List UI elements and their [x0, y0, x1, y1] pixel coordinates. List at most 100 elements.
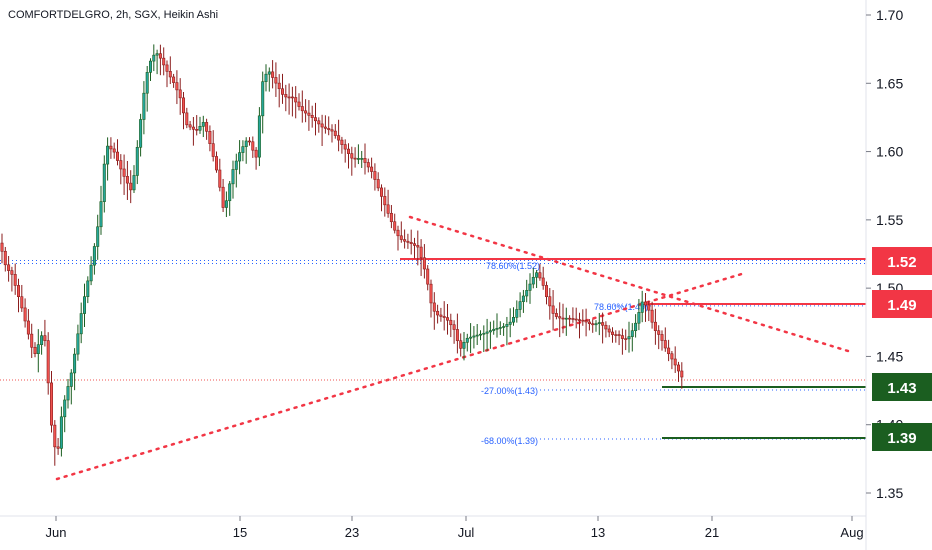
- candle-body: [647, 304, 651, 311]
- candle-body: [337, 135, 341, 141]
- candle-body: [399, 235, 403, 240]
- candle-body: [643, 301, 647, 306]
- candle-body: [389, 212, 393, 223]
- candle-body: [406, 240, 410, 243]
- fib-levels: 78.60%(1.52) 78.60%(1.49) -27.00%(1.43) -68…: [0, 260, 866, 446]
- candle-body: [300, 106, 304, 112]
- candle-body: [459, 340, 463, 349]
- candle-body: [109, 145, 113, 150]
- candle-body: [261, 81, 265, 117]
- candle-body: [112, 148, 116, 153]
- candle-body: [26, 320, 30, 335]
- candle-body: [624, 338, 628, 340]
- candle-body: [564, 317, 568, 320]
- candle-body: [205, 122, 209, 132]
- candles: [0, 44, 684, 466]
- candle-body: [607, 328, 611, 333]
- candle-body: [59, 416, 63, 449]
- candle-body: [462, 342, 466, 349]
- x-tick-label: Jul: [458, 525, 475, 540]
- candle-body: [20, 296, 24, 309]
- candle-body: [541, 277, 545, 286]
- ascending-trendline: [55, 271, 747, 481]
- y-tick-label: 1.60: [876, 144, 903, 160]
- candle-body: [149, 60, 153, 73]
- candle-body: [350, 153, 354, 159]
- candle-body: [482, 332, 486, 335]
- candle-body: [7, 264, 11, 271]
- candle-body: [79, 313, 83, 335]
- x-tick-label: 23: [345, 525, 359, 540]
- candle-body: [422, 257, 426, 270]
- candle-body: [653, 321, 657, 332]
- candle-body: [135, 147, 139, 176]
- candle-body: [323, 126, 327, 129]
- price-badge-label: 1.39: [887, 430, 916, 447]
- candle-body: [165, 64, 169, 72]
- candle-body: [412, 243, 416, 246]
- x-tick-label: Aug: [840, 525, 863, 540]
- candle-body: [16, 285, 20, 297]
- candle-body: [637, 312, 641, 324]
- candle-body: [657, 330, 661, 335]
- candle-body: [224, 200, 228, 208]
- y-tick-label: 1.70: [876, 7, 903, 23]
- candle-body: [478, 333, 482, 336]
- candle-body: [383, 196, 387, 206]
- candle-body: [558, 316, 562, 319]
- candle-body: [116, 151, 120, 161]
- candle-body: [373, 171, 377, 180]
- candle-body: [122, 168, 126, 177]
- candle-body: [73, 353, 77, 374]
- candle-body: [594, 323, 598, 326]
- candle-body: [185, 112, 189, 126]
- candle-body: [680, 370, 684, 378]
- x-tick-label: 15: [233, 525, 247, 540]
- candle-body: [667, 347, 671, 355]
- price-axis[interactable]: 1.701.651.601.551.501.451.401.35: [866, 7, 903, 501]
- candle-body: [36, 344, 40, 354]
- candle-body: [393, 221, 397, 231]
- candle-body: [13, 274, 17, 286]
- candle-body: [475, 334, 479, 337]
- candle-body: [241, 146, 245, 153]
- candle-body: [508, 321, 512, 325]
- candle-body: [86, 280, 90, 297]
- candle-body: [498, 327, 502, 329]
- candle-body: [676, 364, 680, 372]
- candle-body: [248, 140, 252, 143]
- candle-body: [132, 175, 136, 191]
- price-badge-label: 1.49: [887, 297, 916, 314]
- candle-body: [66, 386, 70, 401]
- candle-body: [469, 336, 473, 339]
- time-axis[interactable]: Jun 15 23 Jul 13 21 Aug: [46, 516, 864, 540]
- price-badge: [872, 247, 932, 275]
- candle-body: [320, 123, 324, 128]
- fib-label: 78.60%(1.49): [594, 302, 648, 312]
- candle-body: [158, 53, 162, 59]
- candle-body: [426, 268, 430, 285]
- candle-body: [238, 152, 242, 162]
- candle-body: [436, 310, 440, 316]
- price-badge-label: 1.43: [887, 380, 916, 397]
- candle-body: [178, 89, 182, 99]
- candle-body: [439, 314, 443, 317]
- candle-body: [172, 76, 176, 83]
- candle-body: [69, 372, 73, 387]
- candle-body: [591, 323, 595, 326]
- candle-body: [102, 163, 106, 202]
- candle-body: [195, 129, 199, 131]
- candle-body: [251, 141, 255, 151]
- candle-body: [396, 229, 400, 237]
- fib-label: -27.00%(1.43): [481, 386, 538, 396]
- candle-body: [257, 115, 261, 158]
- candle-body: [630, 330, 634, 337]
- price-badge: [872, 373, 932, 401]
- candle-body: [234, 160, 238, 170]
- candle-body: [244, 140, 248, 147]
- candle-body: [287, 96, 291, 99]
- candle-body: [294, 97, 298, 103]
- candle-body: [211, 143, 215, 157]
- candle-body: [571, 318, 575, 320]
- candle-body: [83, 296, 87, 314]
